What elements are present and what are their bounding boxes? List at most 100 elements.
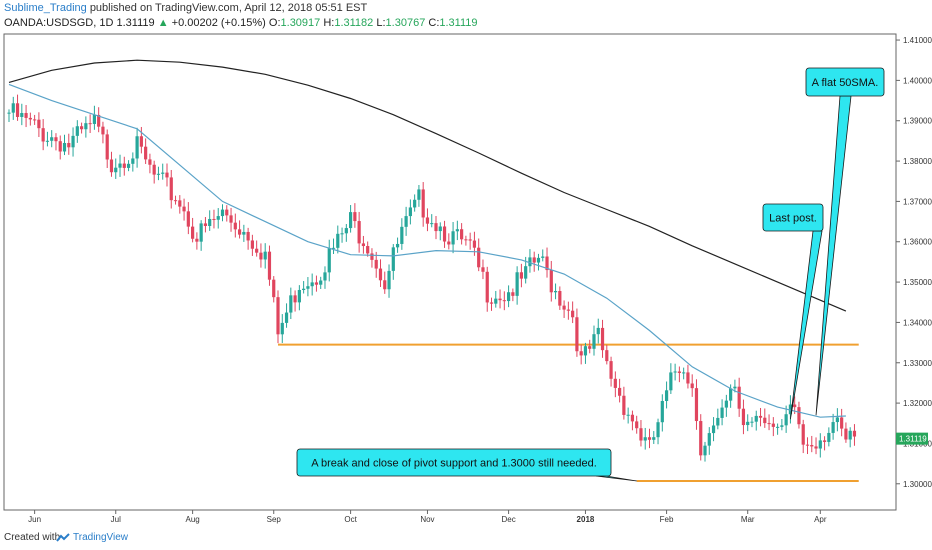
candle-body xyxy=(494,298,498,304)
candle-body xyxy=(767,423,771,425)
candle-body xyxy=(152,164,156,175)
candle-body xyxy=(280,322,284,335)
candle-body xyxy=(37,119,41,129)
candle-body xyxy=(344,228,348,234)
candle-body xyxy=(156,173,161,175)
candle-body xyxy=(67,142,71,148)
candle-body xyxy=(62,142,67,152)
callout-text: A break and close of pivot support and 1… xyxy=(311,458,597,470)
candle-body xyxy=(319,280,323,285)
candle-body xyxy=(805,444,810,446)
x-tick-label: Nov xyxy=(420,515,434,524)
footer-bar: Created with TradingView xyxy=(0,528,932,550)
candle-body xyxy=(165,172,169,178)
candle-body xyxy=(75,126,79,136)
callout-pointer xyxy=(595,475,637,482)
candle-body xyxy=(370,253,374,260)
open-value: 1.30917 xyxy=(280,17,321,29)
y-tick-label: 1.36000 xyxy=(903,238,932,247)
callout-text: A flat 50SMA. xyxy=(812,77,879,89)
x-tick-label: Dec xyxy=(501,515,515,524)
candle-body xyxy=(178,200,182,207)
candle-body xyxy=(818,440,822,449)
candle-body xyxy=(848,430,852,440)
candle-body xyxy=(575,317,579,352)
candle-body xyxy=(33,119,37,121)
candle-body xyxy=(246,231,250,241)
candle-body xyxy=(844,428,848,440)
candle-body xyxy=(297,289,301,303)
candle-body xyxy=(686,372,690,384)
candle-body xyxy=(720,407,724,418)
candle-body xyxy=(430,223,434,225)
candle-body xyxy=(216,216,220,220)
candle-body xyxy=(562,305,566,310)
candle-body xyxy=(588,346,592,349)
callout-box xyxy=(296,448,612,477)
author-link[interactable]: Sublime_Trading xyxy=(4,2,87,14)
candle-body xyxy=(289,295,293,313)
ohlc-line: OANDA:USDSGD, 1D 1.31119 ▲ +0.00202 (+0.… xyxy=(4,17,478,29)
candle-body xyxy=(195,238,199,242)
candle-body xyxy=(417,189,421,200)
candle-body xyxy=(54,137,58,142)
candle-body xyxy=(506,292,511,302)
candle-body xyxy=(810,445,814,447)
y-tick-label: 1.41000 xyxy=(903,36,932,45)
candle-body xyxy=(323,272,327,281)
tradingview-brand[interactable]: TradingView xyxy=(73,532,129,543)
candle-body xyxy=(596,327,600,335)
candle-body xyxy=(609,361,613,379)
candle-body xyxy=(191,226,195,239)
candle-body xyxy=(203,223,208,226)
symbol-label: OANDA:USDSGD, 1D xyxy=(4,17,114,29)
x-tick-label: Jun xyxy=(28,515,41,524)
candle-body xyxy=(349,212,353,229)
candle-body xyxy=(425,217,430,224)
candle-body xyxy=(716,417,720,426)
candle-body xyxy=(208,218,212,226)
candle-body xyxy=(173,200,178,202)
candle-body xyxy=(647,437,652,440)
candle-body xyxy=(630,414,635,422)
candle-body xyxy=(677,371,681,373)
price-chart[interactable]: 1.41000 1.40000 1.39000 1.38000 1.37000 1.360… xyxy=(0,0,932,528)
candle-body xyxy=(852,430,857,437)
candle-body xyxy=(135,136,139,159)
candle-body xyxy=(408,207,412,217)
candle-body xyxy=(502,300,506,302)
candle-body xyxy=(58,141,62,152)
candle-body xyxy=(656,422,660,438)
candle-body xyxy=(357,221,361,244)
y-tick-label: 1.33000 xyxy=(903,359,932,368)
candle-body xyxy=(225,209,229,216)
candle-body xyxy=(754,415,758,422)
publish-line: Sublime_Trading published on TradingView… xyxy=(4,2,367,14)
candle-body xyxy=(220,209,225,217)
candle-body xyxy=(464,239,468,241)
candle-body xyxy=(729,388,733,401)
candle-body xyxy=(801,424,805,445)
y-tick-label: 1.39000 xyxy=(903,117,932,126)
created-with-label: Created with xyxy=(4,532,61,543)
candle-body xyxy=(703,445,707,456)
candle-body xyxy=(694,388,699,422)
close-label: C: xyxy=(428,17,440,29)
candle-body xyxy=(438,226,442,232)
candle-body xyxy=(549,270,553,293)
sma200-line xyxy=(8,59,847,312)
candle-body xyxy=(139,136,143,147)
candle-body xyxy=(690,383,694,389)
candles xyxy=(7,94,857,462)
candle-body xyxy=(600,327,605,351)
candle-body xyxy=(361,243,366,247)
candle-body xyxy=(310,282,314,287)
candle-body xyxy=(374,259,378,269)
candle-body xyxy=(515,272,519,296)
candle-body xyxy=(442,226,447,242)
open-label: O: xyxy=(268,17,281,29)
candle-body xyxy=(758,415,763,418)
candle-body xyxy=(97,114,101,127)
candle-body xyxy=(378,268,383,281)
candle-body xyxy=(741,408,746,426)
